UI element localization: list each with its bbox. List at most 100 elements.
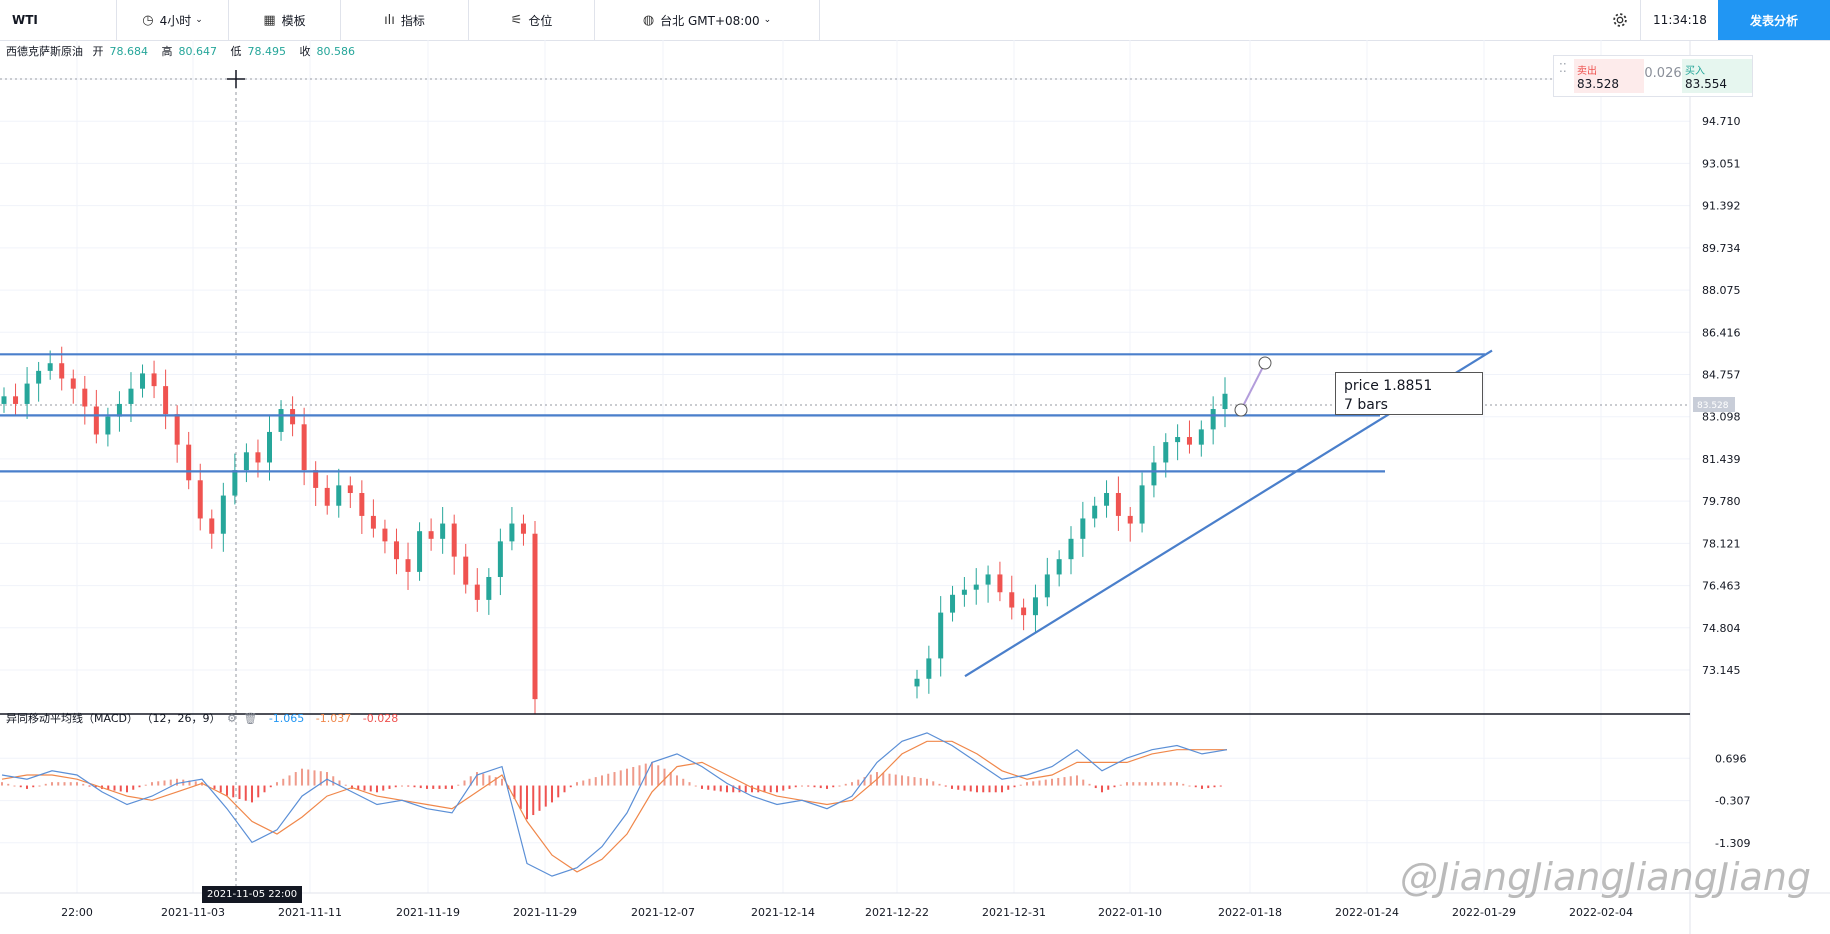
candle — [209, 509, 215, 549]
macd-histogram-bar — [976, 785, 978, 793]
trash-icon[interactable]: 🗑 — [243, 712, 258, 725]
candle — [463, 543, 469, 594]
indicators-label: 指标 — [400, 13, 425, 28]
candle — [497, 528, 503, 596]
macd-histogram-bar — [594, 777, 597, 786]
macd-histogram-bar — [807, 785, 810, 787]
legend-high-value: 80.647 — [178, 45, 218, 58]
candle — [973, 568, 979, 605]
candle — [1104, 480, 1110, 518]
macd-histogram-bar — [419, 785, 422, 789]
x-tick-label: 2021-11-29 — [513, 906, 577, 919]
positions-button[interactable]: ⚟ 仓位 — [469, 0, 595, 40]
candle-body — [186, 444, 192, 481]
macd-histogram-bar — [219, 785, 222, 793]
macd-histogram-bar — [519, 785, 522, 810]
macd-histogram-bar — [244, 785, 247, 801]
template-button[interactable]: ▦ 模板 — [229, 0, 341, 40]
macd-histogram-bar — [38, 785, 41, 787]
macd-histogram-bar — [757, 785, 760, 793]
macd-histogram-bar — [432, 785, 435, 789]
candle — [186, 431, 192, 490]
candle — [1032, 584, 1038, 634]
macd-histogram-bar — [363, 785, 366, 791]
macd-histogram-bar — [913, 777, 916, 786]
drag-handle-icon[interactable]: ⁚⁚ — [1559, 61, 1567, 75]
macd-histogram-bar — [651, 761, 653, 786]
x-tick-label: 2021-11-03 — [161, 906, 225, 919]
measure-price: price 1.8851 — [1344, 378, 1433, 394]
macd-histogram-bar — [563, 785, 566, 793]
candle — [1186, 420, 1192, 454]
interval-label: 4小时 — [159, 13, 192, 28]
candle — [370, 499, 376, 538]
interval-dropdown[interactable]: ◷ 4小时 ⌄ — [117, 0, 229, 40]
macd-histogram-bar — [263, 785, 266, 793]
candle — [93, 389, 99, 444]
macd-histogram-bar — [713, 785, 716, 791]
macd-histogram-bar — [701, 785, 703, 789]
macd-histogram-bar — [151, 782, 153, 786]
candle — [1080, 501, 1086, 557]
gear-icon[interactable]: ⚙ — [226, 712, 237, 725]
macd-histogram-bar — [1132, 782, 1135, 786]
timezone-label: 台北 GMT+08:00 — [660, 13, 760, 28]
x-tick-label: 2022-01-29 — [1452, 906, 1516, 919]
candle-body — [532, 533, 538, 700]
macd-histogram-bar — [19, 785, 22, 788]
settings-button[interactable] — [1600, 0, 1640, 40]
candle — [926, 645, 932, 694]
macd-histogram-bar — [76, 782, 78, 786]
macd-histogram-bar — [88, 785, 91, 787]
chart-canvas[interactable]: 96.36994.71093.05191.39289.73488.07586.4… — [0, 40, 1830, 934]
candle — [128, 372, 134, 423]
macd-histogram-bar — [619, 770, 622, 786]
macd-histogram-bar — [1151, 782, 1153, 786]
macd-histogram-bar — [144, 784, 147, 786]
macd-histogram-bar — [782, 785, 785, 791]
template-icon: ▦ — [263, 12, 276, 28]
macd-histogram-bar — [469, 776, 472, 786]
macd-histogram-bar — [951, 785, 953, 789]
candlestick-series — [1, 346, 1228, 715]
macd-histogram-bar — [1213, 785, 1216, 788]
candle-body — [70, 378, 76, 389]
gear-icon — [1613, 13, 1627, 27]
globe-icon: ◍ — [642, 12, 655, 28]
macd-histogram-bar — [107, 785, 110, 790]
macd-histogram-bar — [888, 773, 891, 786]
y-tick-label: 93.051 — [1702, 157, 1741, 170]
y-tick-label: 94.710 — [1702, 115, 1741, 128]
sell-button[interactable]: 卖出 83.528 — [1574, 59, 1644, 93]
sell-price: 83.528 — [1577, 77, 1619, 91]
candle-body — [973, 584, 979, 590]
candle-body — [128, 388, 134, 404]
sliders-icon: ⚟ — [510, 12, 523, 28]
macd-histogram-bar — [1088, 783, 1091, 786]
indicators-button[interactable]: ılı 指标 — [341, 0, 469, 40]
candle-body — [255, 452, 261, 463]
macd-histogram-bar — [1182, 783, 1185, 786]
clock-icon: ◷ — [142, 12, 154, 28]
macd-value: -1.065 — [268, 712, 305, 725]
macd-histogram-bar — [963, 785, 966, 791]
candle-body — [1056, 559, 1062, 575]
timezone-dropdown[interactable]: ◍ 台北 GMT+08:00 ⌄ — [595, 0, 820, 40]
publish-button[interactable]: 发表分析 — [1718, 0, 1830, 40]
macd-histogram-bar — [944, 785, 947, 787]
candle — [1, 387, 7, 413]
candle-body — [1080, 518, 1086, 539]
macd-histogram-bar — [882, 772, 885, 786]
y-tick-label: 83.098 — [1702, 411, 1741, 424]
macd-histogram-bar — [513, 785, 516, 800]
candle-body — [1222, 393, 1228, 410]
macd-histogram-bar — [1051, 778, 1053, 786]
macd-histogram-bar — [1138, 782, 1141, 786]
buy-button[interactable]: 买入 83.554 — [1682, 59, 1752, 93]
candle-body — [1092, 505, 1098, 519]
macd-histogram-bar — [338, 780, 341, 786]
symbol-button[interactable]: WTI — [0, 0, 117, 40]
candle — [301, 407, 307, 486]
macd-params: （12，26，9） — [141, 712, 221, 725]
macd-histogram-bar — [582, 780, 585, 786]
